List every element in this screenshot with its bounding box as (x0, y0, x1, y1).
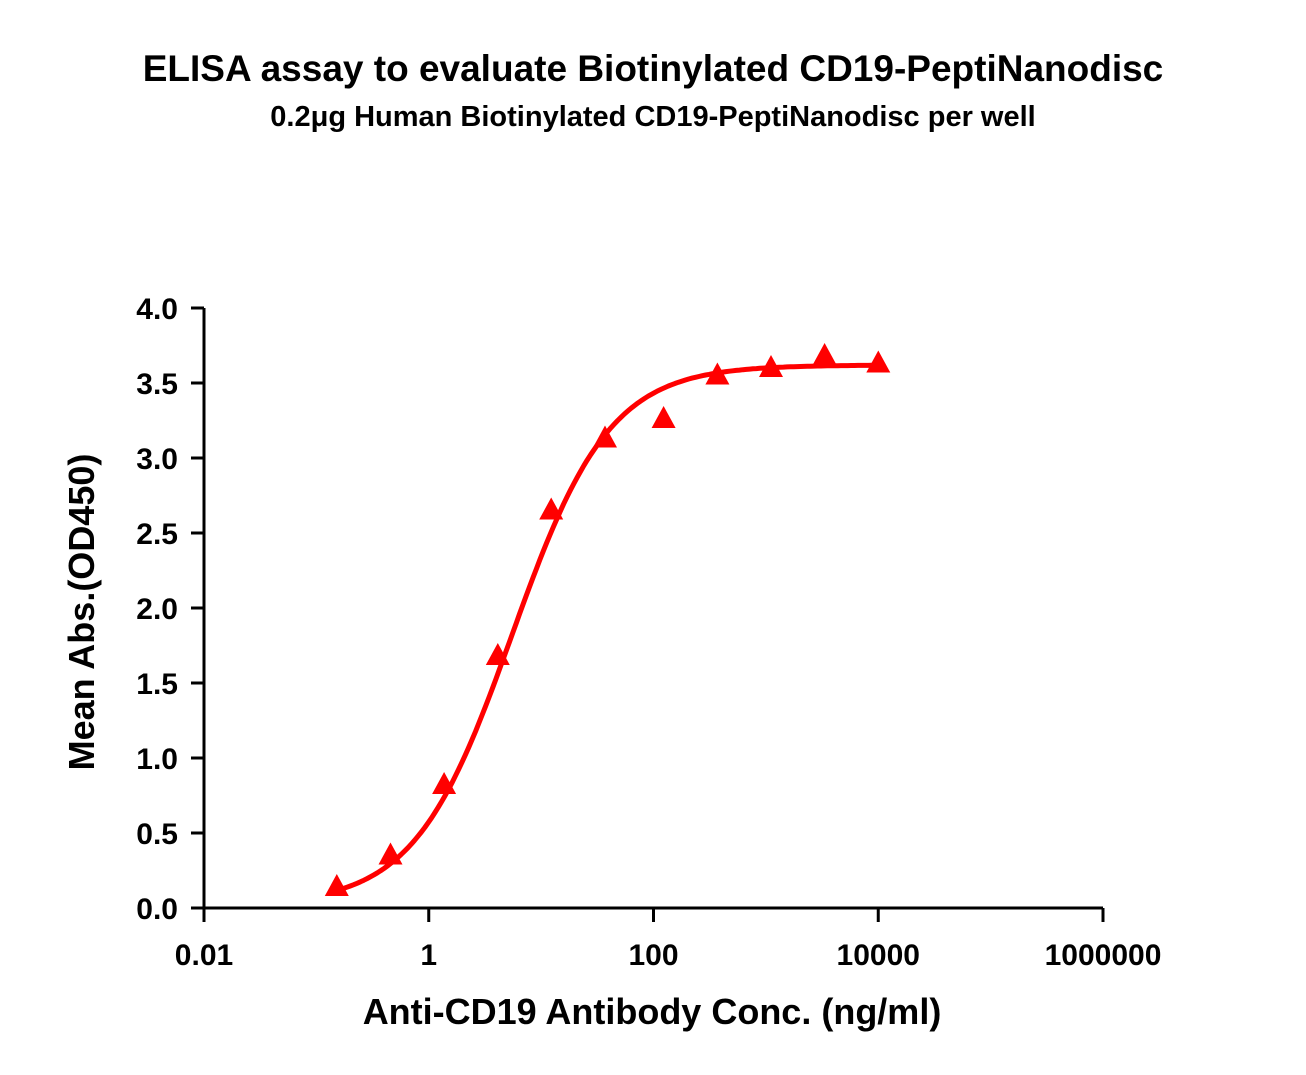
data-point (866, 350, 891, 373)
x-tick-label: 1 (420, 939, 437, 972)
data-point (539, 497, 564, 520)
data-points-layer (324, 343, 891, 896)
x-axis: 0.01 1 100 10000 1000000 (175, 906, 1162, 972)
chart-title: ELISA assay to evaluate Biotinylated CD1… (142, 48, 1164, 89)
y-tick-label: 3.0 (136, 443, 178, 476)
y-tick-label: 0.5 (136, 818, 178, 851)
y-tick-label: 4.0 (136, 293, 178, 326)
data-point (378, 842, 403, 865)
data-point (759, 355, 783, 377)
data-point (812, 343, 837, 365)
y-tick-label: 1.5 (136, 668, 178, 701)
y-tick-label: 2.5 (136, 518, 178, 551)
x-axis-title: Anti-CD19 Antibody Conc. (ng/ml) (363, 991, 942, 1032)
data-point (432, 772, 457, 794)
x-tick-label: 10000 (837, 939, 920, 972)
y-tick-label: 2.0 (136, 593, 178, 626)
data-point (705, 362, 730, 385)
x-tick-label: 0.01 (175, 939, 233, 972)
data-point (485, 643, 510, 665)
x-tick-label: 1000000 (1045, 939, 1162, 972)
y-axis: 0.0 0.5 1.0 1.5 2.0 2.5 3.0 3.5 4.0 (136, 293, 206, 926)
data-point (593, 425, 617, 448)
data-point (324, 874, 349, 896)
x-tick-label: 100 (628, 939, 678, 972)
data-point (651, 406, 676, 428)
y-axis-title: Mean Abs.(OD450) (61, 454, 102, 771)
y-tick-label: 1.0 (136, 743, 178, 776)
y-tick-label: 0.0 (136, 893, 178, 926)
y-tick-label: 3.5 (136, 368, 178, 401)
chart-subtitle: 0.2μg Human Biotinylated CD19-PeptiNanod… (270, 101, 1036, 133)
